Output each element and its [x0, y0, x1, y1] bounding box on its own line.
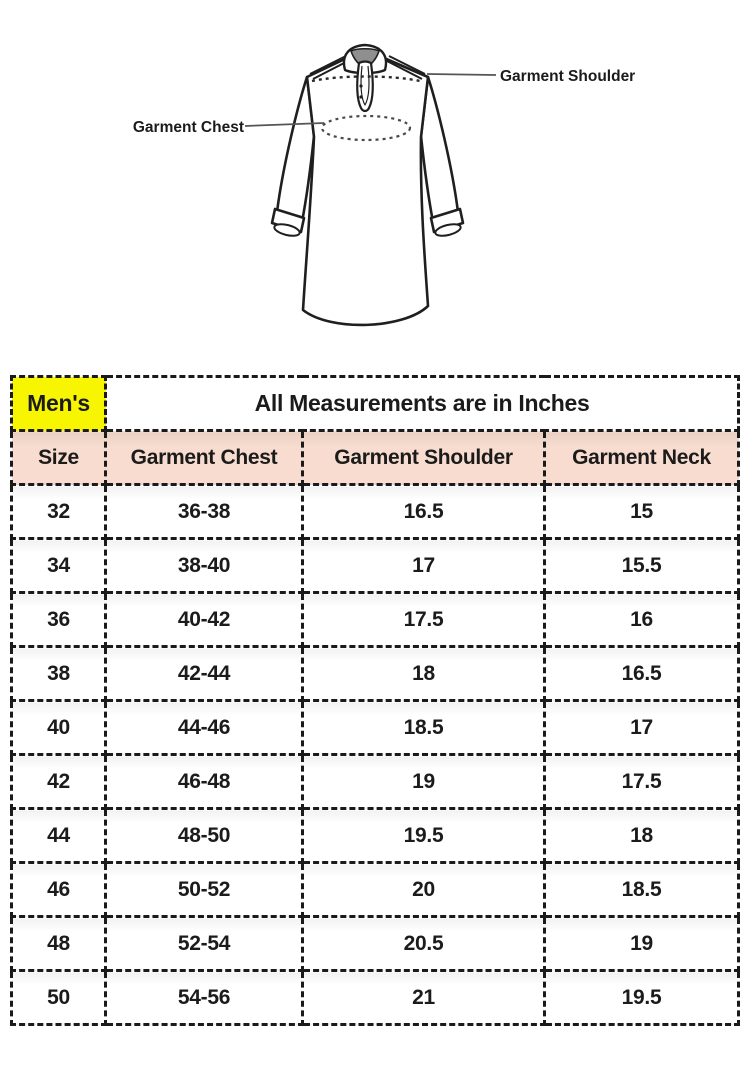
size-row: 44 48-50 19.5 18	[10, 807, 741, 864]
size-row: 46 50-52 20 18.5	[10, 861, 741, 918]
table-title-row: Men's All Measurements are in Inches	[10, 375, 741, 432]
shoulder-cell: 20.5	[301, 915, 546, 972]
chest-pointer-line	[244, 122, 325, 127]
shoulder-cell: 20	[301, 861, 546, 918]
chest-cell: 48-50	[104, 807, 304, 864]
neck-cell: 15	[542, 483, 741, 540]
placket-button-1	[359, 84, 363, 88]
shoulder-cell: 21	[301, 969, 546, 1026]
neck-cell: 18	[542, 807, 741, 864]
size-cell: 42	[10, 753, 107, 810]
size-row: 38 42-44 18 16.5	[10, 645, 741, 702]
chest-cell: 38-40	[104, 537, 304, 594]
shoulder-cell: 17.5	[301, 591, 546, 648]
neck-cell: 15.5	[542, 537, 741, 594]
size-cell: 40	[10, 699, 107, 756]
garment-shoulder-label: Garment Shoulder	[500, 68, 635, 85]
garment-diagram: Garment Shoulder Garment Chest	[0, 0, 746, 372]
neck-cell: 16	[542, 591, 741, 648]
neck-cell: 17.5	[542, 753, 741, 810]
placket-button-2	[359, 95, 363, 99]
size-cell: 36	[10, 591, 107, 648]
size-row: 36 40-42 17.5 16	[10, 591, 741, 648]
column-header-size: Size	[10, 429, 107, 486]
size-cell: 34	[10, 537, 107, 594]
right-cuff	[429, 207, 465, 234]
shoulder-cell: 16.5	[301, 483, 546, 540]
shoulder-measure-dotted-line	[311, 75, 421, 83]
neck-cell: 16.5	[542, 645, 741, 702]
collar-inside	[350, 47, 380, 69]
column-header-neck: Garment Neck	[542, 429, 741, 486]
size-cell: 46	[10, 861, 107, 918]
kurta-outline	[270, 43, 465, 327]
size-cell: 32	[10, 483, 107, 540]
shoulder-cell: 18	[301, 645, 546, 702]
size-row: 32 36-38 16.5 15	[10, 483, 741, 540]
size-row: 50 54-56 21 19.5	[10, 969, 741, 1026]
chest-cell: 42-44	[104, 645, 304, 702]
size-cell: 38	[10, 645, 107, 702]
chest-cell: 36-38	[104, 483, 304, 540]
neck-cell: 18.5	[542, 861, 741, 918]
size-cell: 44	[10, 807, 107, 864]
neck-cell: 19	[542, 915, 741, 972]
chest-measure-ellipse	[320, 114, 412, 142]
shoulder-cell: 19	[301, 753, 546, 810]
size-cell: 48	[10, 915, 107, 972]
left-cuff-opening	[273, 223, 301, 237]
kurta-body	[301, 56, 430, 327]
mens-group-cell: Men's	[10, 375, 107, 432]
column-header-chest: Garment Chest	[104, 429, 304, 486]
size-chart-table: Men's All Measurements are in Inches Siz…	[10, 375, 741, 1026]
column-header-shoulder: Garment Shoulder	[301, 429, 546, 486]
chest-cell: 54-56	[104, 969, 304, 1026]
placket-slit	[360, 65, 370, 106]
garment-chest-label: Garment Chest	[133, 119, 244, 136]
chest-cell: 50-52	[104, 861, 304, 918]
garment-drawing-svg: Garment Shoulder Garment Chest	[133, 43, 635, 327]
shoulder-pointer-line	[426, 73, 497, 76]
neck-cell: 19.5	[542, 969, 741, 1026]
size-cell: 50	[10, 969, 107, 1026]
chest-cell: 44-46	[104, 699, 304, 756]
right-cuff-opening	[434, 223, 462, 237]
neck-cell: 17	[542, 699, 741, 756]
measurements-title-cell: All Measurements are in Inches	[103, 375, 741, 432]
shoulder-cell: 17	[301, 537, 546, 594]
size-row: 42 46-48 19 17.5	[10, 753, 741, 810]
shoulder-cell: 19.5	[301, 807, 546, 864]
chest-cell: 46-48	[104, 753, 304, 810]
size-row: 48 52-54 20.5 19	[10, 915, 741, 972]
shoulder-seams	[309, 55, 426, 80]
shoulder-cell: 18.5	[301, 699, 546, 756]
left-cuff	[270, 207, 306, 234]
chest-cell: 40-42	[104, 591, 304, 648]
size-row: 40 44-46 18.5 17	[10, 699, 741, 756]
size-table-body: 32 36-38 16.5 15 34 38-40 17 15.5 36 40-…	[10, 483, 741, 1026]
size-row: 34 38-40 17 15.5	[10, 537, 741, 594]
chest-cell: 52-54	[104, 915, 304, 972]
column-header-row: Size Garment Chest Garment Shoulder Garm…	[10, 429, 741, 486]
